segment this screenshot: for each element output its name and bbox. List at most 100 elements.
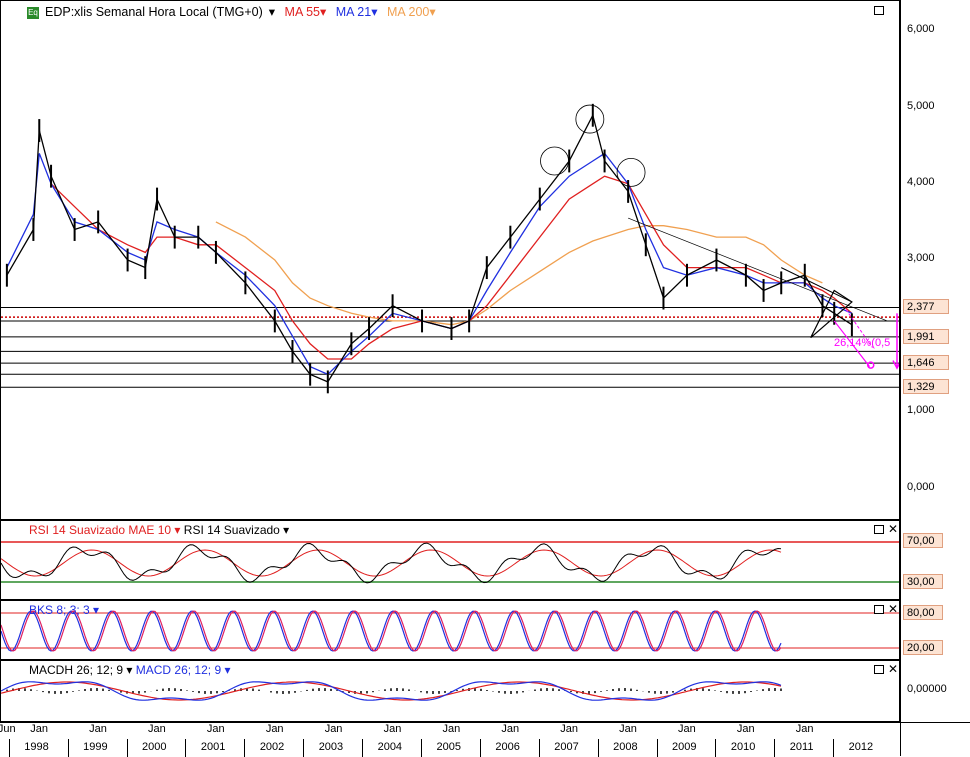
price-axis-tick: 5,000 (907, 99, 935, 112)
x-axis-separator (362, 739, 364, 757)
axis-corner (900, 722, 970, 756)
x-axis-separator (67, 739, 69, 757)
chart-title[interactable]: EDP:xlis Semanal Hora Local (TMG+0) (45, 5, 263, 19)
macdh-label[interactable]: MACDH 26; 12; 9 (29, 663, 124, 677)
title-dropdown-icon[interactable]: ▾ (268, 5, 276, 19)
stoch-k-line (1, 610, 782, 652)
x-axis-month-label: Jan (89, 723, 107, 735)
price-level-box: 1,646 (903, 355, 949, 371)
series-line-edp-xlis (6, 113, 853, 383)
triangle-pattern (810, 289, 853, 339)
stoch-level-80: 80,00 (903, 605, 943, 620)
x-axis-year-label: 2008 (613, 741, 638, 753)
x-axis-month-label: Jun (0, 723, 16, 735)
legend-ma55[interactable]: MA 55 (284, 5, 320, 19)
price-legend: Eq EDP:xlis Semanal Hora Local (TMG+0) ▾ M… (27, 4, 442, 19)
ma55-dropdown-icon[interactable]: ▾ (319, 5, 327, 19)
ma21-dropdown-icon[interactable]: ▾ (371, 5, 378, 19)
triangle-upper-line (781, 267, 853, 303)
macd-close-icon[interactable]: ✕ (888, 662, 899, 676)
projection-channel-line (845, 309, 873, 348)
x-axis-year-label: 2005 (436, 741, 461, 753)
macd-signal-line (1, 681, 782, 701)
price-axis-tick: 6,000 (907, 23, 935, 36)
macd-line (1, 681, 782, 701)
projection-target-marker (866, 361, 875, 369)
x-axis-month-label: Jan (324, 723, 343, 735)
price-axis: 6,0005,0004,0003,0002,0001,0000,0002,377… (900, 0, 970, 520)
x-axis-year-label: 2001 (200, 741, 226, 753)
x-axis-year-label: 2011 (789, 741, 814, 753)
rsi-pane[interactable]: RSI 14 Suavizado MAE 10 ▾ RSI 14 Suaviza… (0, 520, 900, 600)
x-axis-year-label: 2003 (318, 741, 344, 753)
macdh-dropdown-icon[interactable]: ▾ (123, 663, 136, 677)
x-axis-year-label: 2004 (377, 741, 403, 753)
x-axis-month-label: Jan (736, 723, 755, 735)
x-axis-month-label: Jan (560, 723, 578, 735)
stochastic-label[interactable]: BKS 8; 3; 3 (29, 603, 90, 617)
maximize-icon[interactable] (874, 6, 884, 15)
peak-circle (540, 146, 569, 176)
x-axis-month-label: Jan (383, 723, 402, 735)
x-axis-month-label: Jan (265, 723, 284, 735)
macd-legend: MACDH 26; 12; 9 ▾ MACD 26; 12; 9 ▾ (29, 663, 230, 677)
x-axis-separator (597, 739, 599, 757)
ma200-dropdown-icon[interactable]: ▾ (429, 5, 436, 19)
x-axis-year-label: 2012 (848, 741, 874, 753)
rsi-close-icon[interactable]: ✕ (888, 522, 899, 536)
price-level-box: 2,377 (903, 299, 949, 315)
stochastic-dropdown-icon[interactable]: ▾ (89, 603, 100, 617)
legend-ma200[interactable]: MA 200 (386, 5, 430, 19)
rsi-smoothed-label[interactable]: RSI 14 Suavizado MAE 10 (29, 523, 172, 537)
price-axis-tick: 1,000 (907, 404, 935, 417)
stochastic-close-icon[interactable]: ✕ (888, 602, 899, 616)
x-axis-year-label: 2002 (259, 741, 285, 753)
equity-icon: Eq (27, 6, 39, 19)
stochastic-axis: 80,00 20,00 (900, 600, 970, 660)
macd-maximize-icon[interactable] (874, 665, 884, 674)
legend-ma21[interactable]: MA 21 (335, 5, 372, 19)
x-axis-separator (833, 739, 835, 757)
x-axis-separator (8, 739, 10, 757)
rsi-maximize-icon[interactable] (874, 525, 884, 534)
x-axis-separator (715, 739, 717, 757)
macd-axis: 0,00000 (900, 660, 970, 722)
macd-pane[interactable]: MACDH 26; 12; 9 ▾ MACD 26; 12; 9 ▾ ✕ (0, 660, 900, 722)
x-axis-month-label: Jan (619, 723, 637, 735)
x-axis-separator (656, 739, 658, 757)
stochastic-maximize-icon[interactable] (874, 605, 884, 614)
x-axis-separator (303, 739, 305, 757)
stochastic-pane[interactable]: BKS 8; 3; 3 ▾ ✕ (0, 600, 900, 660)
series-line-ma-200 (215, 221, 823, 326)
x-axis-month-label: Jan (795, 723, 814, 735)
x-axis-separator (185, 739, 187, 757)
rsi-level-30: 30,00 (903, 574, 943, 589)
x-axis-month-label: Jan (678, 723, 696, 735)
stoch-d-line (1, 610, 782, 652)
x-axis-year-label: 2000 (142, 741, 167, 753)
rsi-label[interactable]: RSI 14 Suavizado (183, 523, 280, 537)
stochastic-chart-svg (1, 610, 899, 652)
x-axis-year-label: 1998 (24, 741, 49, 753)
rsi-axis: 70,00 30,00 (900, 520, 970, 600)
macd-chart-svg (1, 681, 782, 701)
x-axis-month-label: Jan (148, 723, 166, 735)
rsi-line (1, 542, 782, 584)
price-axis-tick: 0,000 (907, 480, 935, 493)
macd-label[interactable]: MACD 26; 12; 9 (135, 663, 222, 677)
price-chart-pane[interactable]: 26,14%(0,5 Eq EDP:xlis Semanal Hora Local… (0, 0, 900, 520)
projection-label: 26,14%(0,5 (834, 337, 890, 349)
macd-dropdown-icon[interactable]: ▾ (221, 663, 231, 677)
rsi-smoothed-dropdown-icon[interactable]: ▾ (171, 523, 184, 537)
x-axis-month-label: Jan (30, 723, 49, 735)
rsi-dropdown-icon[interactable]: ▾ (279, 523, 290, 537)
stochastic-legend: BKS 8; 3; 3 ▾ (29, 603, 99, 617)
x-axis-year-label: 1999 (83, 741, 108, 753)
time-axis[interactable]: Jun Jan Jan Jan Jan Jan Jan Jan Jan Jan Jan Jan Jan J… (0, 722, 900, 757)
stoch-level-20: 20,00 (903, 640, 943, 655)
x-axis-separator (774, 739, 776, 757)
price-axis-tick: 4,000 (907, 175, 935, 188)
x-axis-year-label: 2007 (554, 741, 579, 753)
x-axis-month-label: Jan (206, 723, 225, 735)
x-axis-year-label: 2009 (672, 741, 697, 753)
